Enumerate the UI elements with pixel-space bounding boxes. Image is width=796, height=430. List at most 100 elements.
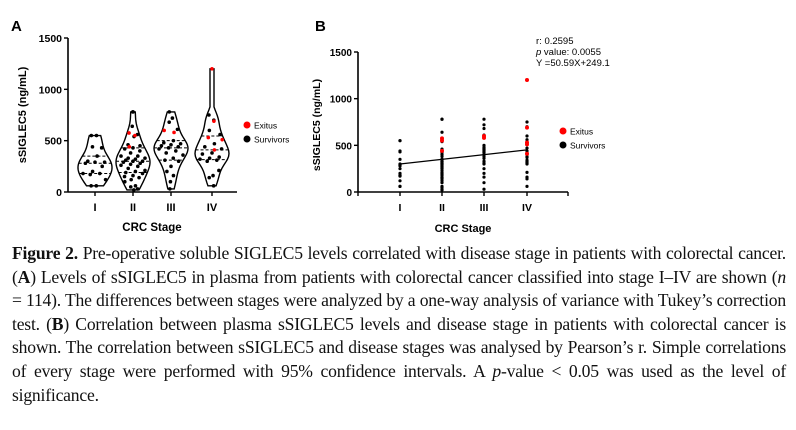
- violin-IV: [194, 68, 230, 187]
- panel-a-x-axis-title: CRC Stage: [122, 222, 181, 234]
- survivor-point: [167, 110, 172, 114]
- p-value-text: value: 0.0055: [541, 47, 601, 58]
- survivor-point: [482, 167, 486, 171]
- caption-text: ) Levels of sSIGLEC5 in plasma from pati…: [30, 266, 778, 287]
- survivor-point: [131, 146, 135, 150]
- survivor-point: [143, 168, 147, 173]
- survivor-point: [178, 141, 183, 146]
- violin-III: [153, 111, 189, 190]
- survivor-point: [162, 140, 166, 145]
- violin-I: [77, 134, 113, 187]
- survivor-point: [207, 128, 212, 133]
- x-tick-label: II: [439, 202, 445, 214]
- survivor-point: [398, 174, 402, 178]
- survivor-point: [398, 164, 402, 168]
- y-tick-label: 1000: [39, 84, 63, 96]
- x-tick-label: IV: [207, 202, 218, 214]
- survivor-point: [210, 151, 214, 155]
- survivor-point: [143, 156, 147, 160]
- survivor-point: [119, 154, 123, 158]
- survivor-point: [482, 117, 486, 121]
- survivor-point: [167, 120, 171, 124]
- survivor-point: [131, 173, 135, 178]
- x-tick-label: II: [130, 202, 136, 214]
- survivor-point: [98, 171, 102, 176]
- survivor-point: [482, 162, 486, 166]
- survivor-point: [398, 184, 402, 188]
- survivor-point: [83, 161, 88, 166]
- survivor-point: [137, 175, 141, 180]
- survivor-point: [130, 124, 135, 129]
- correlation-r: r: 0.2595: [536, 36, 574, 47]
- exitus-point: [212, 148, 217, 152]
- survivor-point: [136, 154, 140, 158]
- exitus-point: [440, 138, 444, 143]
- survivor-point: [169, 142, 173, 147]
- panel-a-violin-chart: A sSIGLEC5 (ng/mL) CRC Stage 0 500 1000 150…: [11, 18, 289, 234]
- survivor-point: [525, 184, 529, 188]
- exitus-point: [440, 148, 444, 153]
- survivor-point: [93, 160, 97, 165]
- exitus-point: [172, 130, 176, 135]
- survivor-point: [119, 163, 123, 168]
- survivor-point: [525, 177, 529, 181]
- exitus-point: [220, 137, 224, 142]
- survivor-point: [181, 153, 185, 157]
- survivor-point: [168, 179, 173, 184]
- survivor-point: [398, 167, 402, 171]
- exitus-point: [525, 151, 529, 156]
- caption-n-symbol: n: [777, 266, 786, 287]
- exitus-point: [127, 131, 131, 135]
- survivor-point: [171, 156, 176, 160]
- panel-b-scatter-chart: B sSIGLEC5 (ng/mL) CRC Stage r: 0.2595 p…: [311, 18, 610, 235]
- y-tick-label: 1500: [39, 33, 63, 45]
- x-tick-label: III: [480, 202, 489, 214]
- survivor-point: [128, 162, 133, 167]
- survivor-point: [140, 159, 145, 163]
- survivor-point: [131, 110, 135, 114]
- survivor-point: [170, 116, 175, 120]
- caption-text: -value < 0.05 was used as the level of s…: [12, 360, 786, 405]
- survivor-point: [103, 177, 108, 182]
- survivor-point: [89, 133, 94, 138]
- survivor-point: [164, 151, 168, 155]
- survivor-point: [132, 188, 136, 192]
- survivor-point: [138, 161, 142, 166]
- survivor-point: [124, 170, 128, 175]
- exitus-point: [525, 125, 529, 130]
- x-tick-label: IV: [522, 202, 532, 214]
- survivor-point: [207, 175, 212, 180]
- panel-b-y-axis-title: sSIGLEC5 (ng/mL): [311, 79, 323, 171]
- survivor-point: [122, 179, 127, 184]
- survivor-point: [482, 187, 486, 191]
- survivor-point: [122, 147, 127, 151]
- survivor-point: [482, 171, 486, 175]
- exitus-point: [206, 135, 211, 140]
- survivor-point: [171, 173, 176, 178]
- panel-b-x-axis-title: CRC Stage: [435, 223, 492, 235]
- survivor-point: [163, 158, 167, 162]
- survivor-point: [126, 156, 130, 160]
- survivor-point: [131, 159, 135, 163]
- exitus-point: [212, 119, 216, 123]
- survivor-point: [138, 149, 142, 153]
- violin-II: [115, 111, 151, 191]
- survivor-point: [90, 169, 95, 174]
- survivor-point: [217, 155, 221, 159]
- survivor-point: [482, 156, 486, 160]
- correlation-p-value: p value: 0.0055: [535, 47, 601, 58]
- survivor-point: [89, 184, 93, 188]
- legend-marker-exitus: [243, 121, 251, 129]
- caption-text: ) Correlation between plasma sSIGLEC5 le…: [12, 313, 786, 381]
- legend-label-exitus: Exitus: [254, 121, 277, 131]
- survivor-point: [398, 139, 402, 143]
- survivor-point: [217, 168, 221, 173]
- survivor-point: [525, 134, 529, 138]
- survivor-point: [95, 154, 99, 158]
- survivor-point: [102, 160, 107, 165]
- survivor-point: [482, 175, 486, 179]
- survivor-point: [211, 173, 215, 178]
- exitus-point: [482, 135, 486, 140]
- survivor-point: [94, 133, 99, 138]
- survivor-point: [198, 157, 202, 161]
